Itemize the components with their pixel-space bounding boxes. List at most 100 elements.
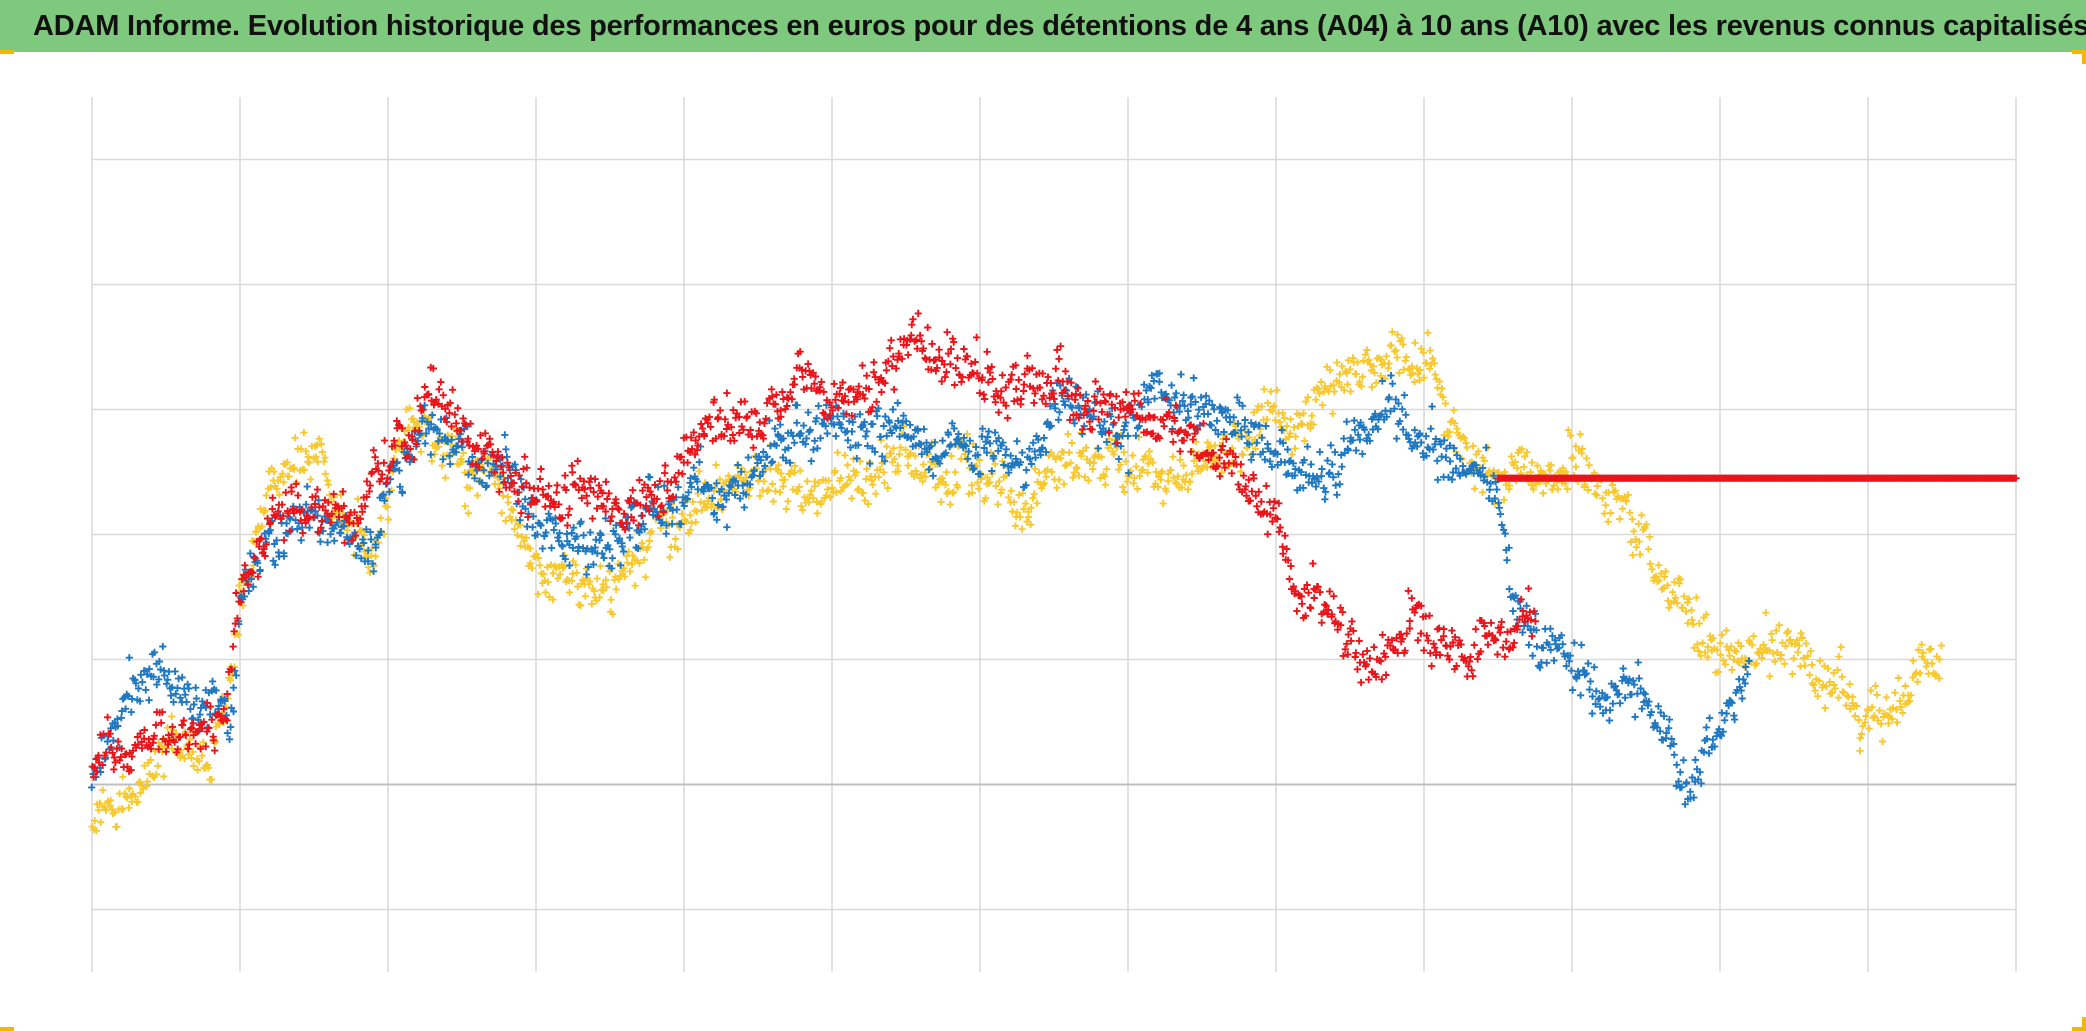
data-point-s-rie-jaune <box>760 477 768 485</box>
data-point-s-rie-jaune <box>732 488 740 496</box>
data-point-s-rie-rouge <box>514 497 522 505</box>
data-point-s-rie-rouge <box>1470 641 1478 649</box>
data-point-s-rie-jaune <box>1669 588 1677 596</box>
data-point-s-rie-bleue <box>954 430 963 438</box>
data-point-s-rie-bleue <box>1245 440 1253 448</box>
data-point-s-rie-jaune <box>1709 634 1717 642</box>
data-point-s-rie-jaune <box>1260 385 1268 393</box>
data-point-s-rie-bleue <box>190 700 198 709</box>
data-point-s-rie-jaune <box>1564 426 1572 434</box>
data-point-s-rie-bleue <box>563 537 571 545</box>
data-point-s-rie-bleue <box>395 467 403 475</box>
data-point-s-rie-bleue <box>539 545 547 553</box>
data-point-s-rie-bleue <box>433 425 441 433</box>
data-point-s-rie-jaune <box>1735 659 1744 667</box>
data-point-s-rie-bleue <box>1694 775 1702 783</box>
data-point-s-rie-jaune <box>1411 378 1419 386</box>
data-point-s-rie-jaune <box>1419 349 1427 357</box>
data-point-s-rie-rouge <box>741 397 749 406</box>
data-point-s-rie-bleue <box>483 482 491 490</box>
data-point-s-rie-bleue <box>595 536 604 544</box>
data-point-s-rie-jaune <box>1806 671 1814 679</box>
data-point-s-rie-rouge <box>1388 636 1396 644</box>
data-point-s-rie-jaune <box>887 449 895 458</box>
data-point-s-rie-rouge <box>157 719 165 727</box>
data-point-s-rie-jaune <box>140 762 149 770</box>
data-point-s-rie-bleue <box>1031 447 1039 455</box>
data-point-s-rie-rouge <box>505 464 513 472</box>
data-point-s-rie-bleue <box>1625 675 1633 683</box>
data-point-s-rie-jaune <box>975 485 983 493</box>
data-point-s-rie-jaune <box>1450 406 1458 414</box>
data-point-s-rie-bleue <box>247 575 255 583</box>
data-point-s-rie-jaune <box>1133 485 1141 493</box>
data-point-s-rie-rouge <box>768 385 776 393</box>
data-point-s-rie-bleue <box>772 441 780 450</box>
data-point-s-rie-jaune <box>855 485 863 493</box>
data-point-s-rie-jaune <box>1382 352 1390 360</box>
data-point-s-rie-bleue <box>974 451 982 459</box>
data-point-s-rie-rouge <box>363 493 371 501</box>
data-point-s-rie-bleue <box>316 538 324 546</box>
data-point-s-rie-jaune <box>577 601 585 610</box>
data-point-s-rie-jaune <box>1399 340 1407 349</box>
data-point-s-rie-rouge <box>299 529 307 537</box>
data-point-s-rie-jaune <box>1702 611 1710 619</box>
data-point-s-rie-bleue <box>324 538 332 546</box>
data-point-s-rie-jaune <box>1865 725 1873 733</box>
data-point-s-rie-rouge <box>1171 417 1179 425</box>
data-point-s-rie-bleue <box>160 671 168 679</box>
data-point-s-rie-jaune <box>1120 448 1128 456</box>
data-point-s-rie-jaune <box>1182 471 1190 479</box>
data-point-s-rie-rouge <box>950 338 958 346</box>
data-point-s-rie-jaune <box>1856 734 1864 742</box>
data-point-s-rie-bleue <box>849 418 857 426</box>
data-point-s-rie-jaune <box>532 550 540 558</box>
data-point-s-rie-jaune <box>1644 545 1652 553</box>
data-point-s-rie-rouge <box>1273 515 1281 523</box>
data-point-s-rie-rouge <box>1440 632 1448 640</box>
data-point-s-rie-rouge <box>1046 394 1054 402</box>
data-point-s-rie-bleue <box>1417 438 1425 447</box>
data-point-s-rie-jaune <box>1169 453 1177 461</box>
data-point-s-rie-jaune <box>1563 485 1571 493</box>
data-point-s-rie-bleue <box>862 432 870 440</box>
data-point-s-rie-jaune <box>1618 505 1627 513</box>
data-point-s-rie-rouge <box>1531 617 1539 625</box>
data-point-s-rie-jaune <box>1186 478 1194 486</box>
data-point-s-rie-bleue <box>1675 777 1683 785</box>
data-point-s-rie-bleue <box>439 455 447 463</box>
data-point-s-rie-rouge <box>194 728 202 736</box>
data-point-s-rie-rouge <box>984 364 992 372</box>
data-point-s-rie-bleue <box>658 518 666 526</box>
data-point-s-rie-rouge <box>778 388 786 396</box>
data-point-s-rie-rouge <box>480 450 488 458</box>
data-point-s-rie-bleue <box>1388 380 1397 388</box>
data-point-s-rie-jaune <box>1267 388 1275 396</box>
data-point-s-rie-bleue <box>690 464 698 472</box>
data-point-s-rie-jaune <box>1288 450 1296 458</box>
data-point-s-rie-jaune <box>1932 670 1940 678</box>
data-point-s-rie-jaune <box>1208 458 1216 466</box>
data-point-s-rie-rouge <box>232 589 240 597</box>
data-point-s-rie-rouge <box>513 488 521 496</box>
data-point-s-rie-rouge <box>262 541 270 549</box>
data-point-s-rie-rouge <box>927 366 935 374</box>
data-point-s-rie-jaune <box>859 489 867 497</box>
data-point-s-rie-rouge <box>555 500 563 508</box>
data-point-s-rie-rouge <box>385 466 393 475</box>
data-point-s-rie-jaune <box>1937 642 1945 650</box>
data-point-s-rie-jaune <box>875 473 883 481</box>
data-point-s-rie-jaune <box>825 477 833 485</box>
data-point-s-rie-rouge <box>599 502 608 510</box>
data-point-s-rie-bleue <box>1505 585 1513 593</box>
data-point-s-rie-rouge <box>952 364 960 372</box>
data-point-s-rie-jaune <box>215 721 223 729</box>
data-point-s-rie-jaune <box>1162 487 1170 495</box>
data-point-s-rie-bleue <box>1197 393 1205 401</box>
data-point-s-rie-jaune <box>113 823 121 831</box>
data-point-s-rie-rouge <box>804 360 812 368</box>
data-point-s-rie-jaune <box>318 448 326 456</box>
data-point-s-rie-bleue <box>602 514 610 522</box>
data-point-s-rie-rouge <box>311 500 319 508</box>
